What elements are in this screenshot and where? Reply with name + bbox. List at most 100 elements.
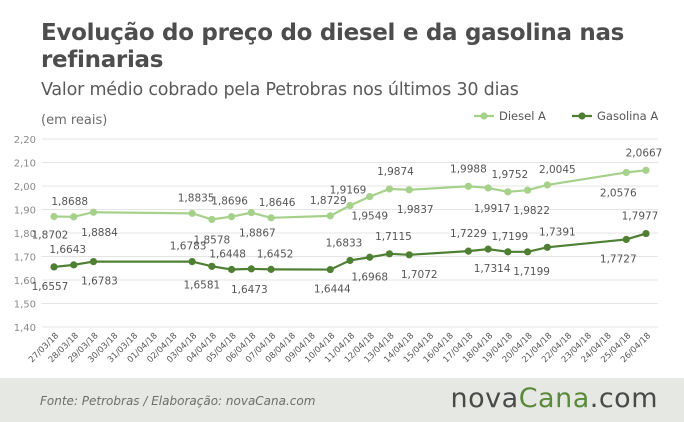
y-tick-label: 1,70 [14,253,36,264]
data-label: 1,6452 [257,248,294,260]
y-tick-label: 1,60 [14,276,36,287]
line-chart: 2,202,102,001,901,801,701,601,501,4027/0… [14,109,663,365]
y-tick-label: 2,10 [14,159,36,170]
data-label: 1,7314 [474,263,511,275]
data-label: 1,8884 [81,227,118,239]
y-tick-label: 1,50 [14,300,36,311]
data-label: 1,7727 [600,253,637,265]
data-point [524,248,532,256]
data-label: 1,9549 [351,211,388,223]
data-point [622,168,630,177]
legend-label: Diesel A [499,109,546,123]
y-tick-label: 2,20 [14,135,36,146]
data-label: 1,8702 [32,230,69,242]
data-point [267,265,275,273]
data-point [208,262,216,270]
source-credit: Fonte: Petrobras / Elaboração: novaCana.… [40,394,316,408]
data-point [385,250,394,258]
data-point [484,184,492,192]
data-point [188,257,196,266]
unit-note: (em reais) [41,113,108,128]
data-label: 1,9822 [513,205,550,217]
data-label: 1,7199 [491,231,528,243]
y-tick-label: 1,40 [14,323,36,334]
y-tick-label: 1,90 [14,206,36,217]
data-label: 1,9917 [474,203,511,215]
data-point [405,186,413,194]
data-label: 1,6557 [32,281,69,293]
data-point [642,166,650,174]
data-point [228,265,236,274]
data-point [50,212,58,221]
data-label: 1,9837 [397,204,434,216]
data-label: 1,7072 [401,269,438,281]
data-point [405,251,413,259]
data-point [247,265,255,273]
data-point [326,212,334,220]
data-point [50,263,58,271]
data-point [464,182,472,190]
data-point [208,215,216,224]
data-point [464,247,472,255]
data-label: 1,7115 [375,231,412,243]
data-point [642,229,650,238]
novacana-logo: novaCana.com [450,383,658,414]
data-point [228,213,236,221]
data-point [543,181,551,189]
data-point [247,209,255,217]
data-point [188,209,196,217]
y-tick-label: 1,80 [14,229,36,240]
data-label: 1,6581 [183,279,220,291]
data-label: 1,8646 [259,197,296,209]
data-label: 1,9874 [377,166,414,178]
data-label: 1,6473 [231,284,268,296]
data-label: 1,6833 [326,237,363,249]
data-point [70,261,78,269]
chart-title: Evolução do preço do diesel e da gasolin… [41,20,625,73]
data-label: 1,7229 [450,228,487,240]
footer-bar: Fonte: Petrobras / Elaboração: novaCana.… [0,378,684,422]
data-label: 2,0667 [626,147,663,159]
data-point [543,243,551,251]
data-point [267,214,275,222]
data-label: 1,8867 [239,228,276,240]
data-label: 1,9169 [330,185,367,197]
data-label: 1,6783 [170,241,207,253]
data-point [89,257,98,266]
legend-marker [578,112,586,120]
data-label: 1,6968 [351,271,388,283]
data-point [366,192,374,201]
data-label: 1,8729 [310,195,347,207]
data-label: 1,8688 [51,196,88,208]
data-label: 1,6448 [209,248,246,260]
data-label: 1,6783 [81,276,118,288]
chart-subtitle: Valor médio cobrado pela Petrobras nos ú… [41,80,519,100]
data-point [70,213,78,221]
data-point [504,188,512,196]
data-label: 1,8578 [193,234,230,246]
data-label: 1,7977 [622,211,659,223]
data-label: 1,8696 [211,196,248,208]
data-point [326,265,334,274]
data-label: 2,0045 [539,164,576,176]
data-point [524,186,532,194]
legend-marker [480,112,488,120]
data-label: 1,9988 [450,163,487,175]
data-label: 1,7391 [539,226,576,238]
data-point [385,185,394,193]
y-tick-label: 2,00 [14,182,36,193]
data-label: 1,9752 [491,169,528,181]
data-point [484,245,492,253]
data-label: 1,6643 [49,244,86,256]
data-point [346,256,354,265]
data-point [622,235,630,244]
data-point [89,208,98,216]
data-label: 1,8835 [178,192,215,204]
data-label: 1,7199 [513,266,550,278]
data-point [346,201,354,210]
data-point [504,248,512,256]
data-label: 1,6444 [314,284,351,296]
legend-label: Gasolina A [597,109,658,123]
data-label: 2,0576 [600,187,637,199]
data-point [366,253,374,261]
